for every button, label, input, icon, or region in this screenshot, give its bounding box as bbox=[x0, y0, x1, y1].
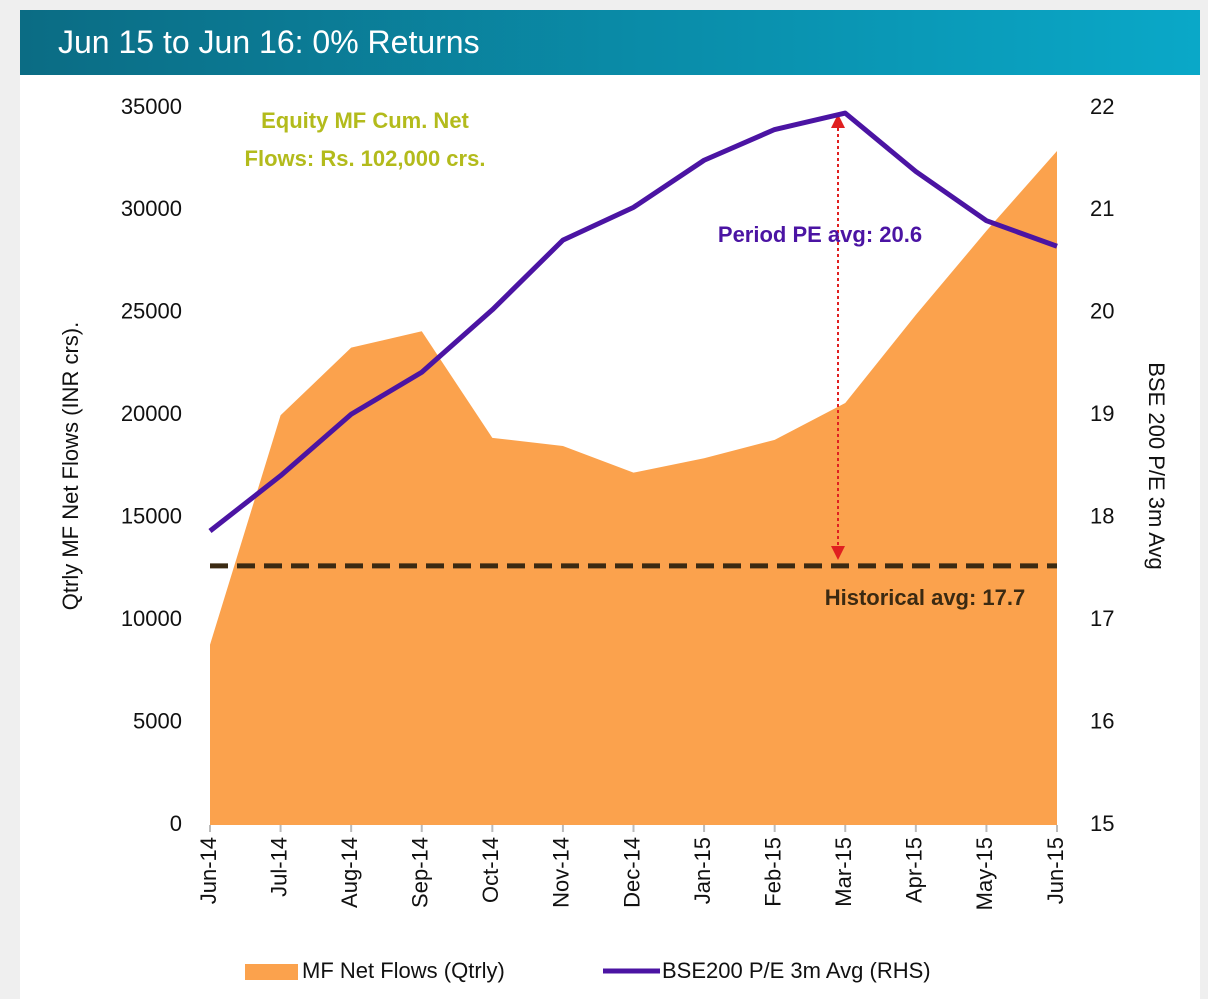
y2-tick-label: 15 bbox=[1090, 811, 1114, 836]
y2-tick-label: 17 bbox=[1090, 606, 1114, 631]
legend-swatch bbox=[245, 964, 298, 980]
x-tick-label: Dec-14 bbox=[619, 837, 644, 908]
x-tick-label: Aug-14 bbox=[337, 837, 362, 908]
x-tick-label: Apr-15 bbox=[902, 837, 927, 903]
y2-tick-label: 22 bbox=[1090, 94, 1114, 119]
y2-tick-label: 18 bbox=[1090, 504, 1114, 529]
annotation: Period PE avg: 20.6 bbox=[718, 222, 922, 247]
y-tick-label: 25000 bbox=[121, 299, 182, 324]
x-tick-label: Jan-15 bbox=[690, 837, 715, 904]
x-tick-label: Jun-15 bbox=[1043, 837, 1068, 904]
legend-label: MF Net Flows (Qtrly) bbox=[302, 958, 505, 983]
y-axis-label: Qtrly MF Net Flows (INR crs). bbox=[58, 322, 83, 610]
x-tick-label: Mar-15 bbox=[831, 837, 856, 907]
y2-axis-label: BSE 200 P/E 3m Avg bbox=[1144, 362, 1169, 570]
header: Jun 15 to Jun 16: 0% Returns bbox=[20, 10, 1200, 75]
line bbox=[208, 110, 1058, 533]
x-tick-label: Jul-14 bbox=[266, 837, 291, 897]
y2-tick-label: 16 bbox=[1090, 708, 1114, 733]
y2-tick-label: 21 bbox=[1090, 196, 1114, 221]
y2-tick-label: 20 bbox=[1090, 299, 1114, 324]
y-tick-label: 35000 bbox=[121, 94, 182, 119]
y-tick-label: 15000 bbox=[121, 504, 182, 529]
chart-title: Jun 15 to Jun 16: 0% Returns bbox=[58, 24, 480, 60]
y-tick-label: 30000 bbox=[121, 196, 182, 221]
x-tick-label: Jun-14 bbox=[196, 837, 221, 904]
y-tick-label: 0 bbox=[170, 811, 182, 836]
y2-tick-label: 19 bbox=[1090, 401, 1114, 426]
y-tick-label: 10000 bbox=[121, 606, 182, 631]
annotation: Historical avg: 17.7 bbox=[825, 585, 1026, 610]
annotation: Equity MF Cum. Net bbox=[261, 108, 469, 133]
x-tick-label: Feb-15 bbox=[760, 837, 785, 907]
y-tick-label: 5000 bbox=[133, 708, 182, 733]
arrow-head bbox=[831, 546, 845, 560]
annotation: Flows: Rs. 102,000 crs. bbox=[245, 146, 486, 171]
x-tick-label: Oct-14 bbox=[478, 837, 503, 903]
legend-label: BSE200 P/E 3m Avg (RHS) bbox=[662, 958, 931, 983]
arrow-head bbox=[831, 114, 845, 128]
x-tick-label: Sep-14 bbox=[408, 837, 433, 908]
x-tick-label: Nov-14 bbox=[549, 837, 574, 908]
y-tick-label: 20000 bbox=[121, 401, 182, 426]
x-tick-label: May-15 bbox=[972, 837, 997, 910]
area bbox=[210, 151, 1057, 825]
